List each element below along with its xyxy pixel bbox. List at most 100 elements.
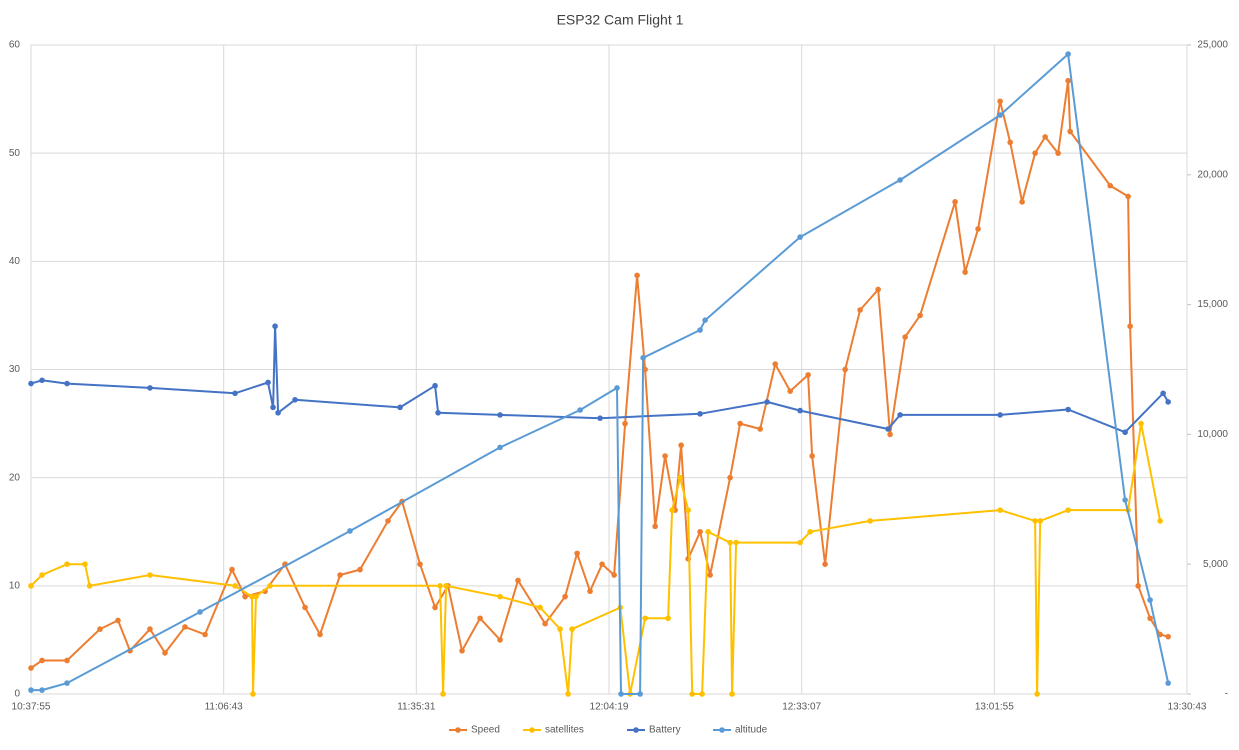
legend-label: Speed <box>471 725 500 736</box>
series <box>28 420 1163 697</box>
point <box>28 687 34 693</box>
y-tick-label: 30 <box>9 364 21 375</box>
point <box>265 379 271 386</box>
point <box>805 372 811 378</box>
point <box>28 380 34 387</box>
point <box>1127 323 1133 330</box>
y2-tick-label: 5,000 <box>1203 559 1228 570</box>
point <box>885 426 891 432</box>
point <box>250 691 256 697</box>
point <box>537 604 543 611</box>
point <box>417 561 423 567</box>
point <box>232 390 238 397</box>
legend-label: Battery <box>649 725 681 736</box>
point <box>542 620 548 627</box>
point <box>787 388 793 394</box>
point <box>557 626 563 632</box>
x-tick-label: 12:33:07 <box>782 702 821 713</box>
point <box>202 631 208 638</box>
point <box>1042 134 1048 140</box>
point <box>385 518 391 524</box>
point <box>697 411 703 417</box>
point <box>357 566 363 573</box>
point <box>1007 139 1013 146</box>
legend-marker <box>633 727 639 733</box>
x-tick-label: 13:30:43 <box>1168 702 1207 713</box>
point <box>797 234 803 240</box>
point <box>574 550 580 557</box>
point <box>565 691 571 697</box>
point <box>997 98 1003 105</box>
point <box>1160 390 1166 397</box>
point <box>1037 518 1043 524</box>
point <box>1157 518 1163 524</box>
point <box>1065 51 1071 57</box>
point <box>253 593 259 600</box>
x-tick-label: 11:35:31 <box>397 702 436 713</box>
series-line <box>31 53 1170 695</box>
point <box>867 518 873 524</box>
x-tick-label: 12:04:19 <box>590 702 629 713</box>
point <box>1165 399 1171 405</box>
point <box>64 680 70 686</box>
point <box>229 566 235 573</box>
point <box>272 323 278 330</box>
point <box>689 691 695 697</box>
point <box>562 593 568 600</box>
point <box>797 407 803 414</box>
point <box>757 426 763 432</box>
point <box>497 412 503 418</box>
point <box>640 355 646 361</box>
point <box>577 407 583 413</box>
point <box>897 412 903 418</box>
y2-tick-label: 10,000 <box>1197 429 1228 440</box>
point <box>1147 615 1153 622</box>
y-tick-label: 50 <box>9 148 21 159</box>
point <box>64 561 70 567</box>
point <box>797 539 803 546</box>
point <box>249 593 255 600</box>
point <box>477 615 483 622</box>
series <box>28 323 1171 436</box>
point <box>569 626 575 632</box>
y-tick-label: 10 <box>9 580 21 591</box>
point <box>432 382 438 389</box>
point <box>875 286 881 293</box>
point <box>459 647 465 654</box>
point <box>1122 429 1128 436</box>
point <box>685 507 691 513</box>
point <box>727 539 733 546</box>
legend-label: satellites <box>545 725 584 736</box>
y-tick-label: 20 <box>9 472 21 483</box>
point <box>435 409 441 416</box>
point <box>1138 420 1144 427</box>
point <box>678 442 684 449</box>
point <box>302 604 308 611</box>
point <box>597 415 603 421</box>
point <box>857 307 863 313</box>
point <box>437 583 443 589</box>
point <box>115 617 121 624</box>
point <box>515 577 521 584</box>
point <box>1107 182 1113 189</box>
point <box>443 583 449 589</box>
point <box>347 528 353 534</box>
point <box>622 420 628 427</box>
y2-tick-label: 20,000 <box>1197 169 1228 180</box>
point <box>147 385 153 391</box>
point <box>1019 199 1025 205</box>
point <box>997 112 1003 118</box>
point <box>497 637 503 643</box>
point <box>637 691 643 697</box>
point <box>242 593 248 600</box>
point <box>497 593 503 600</box>
point <box>611 572 617 578</box>
point <box>733 539 739 546</box>
point <box>642 615 648 622</box>
point <box>1067 128 1073 135</box>
point <box>652 523 658 530</box>
point <box>697 327 703 333</box>
point <box>97 626 103 632</box>
